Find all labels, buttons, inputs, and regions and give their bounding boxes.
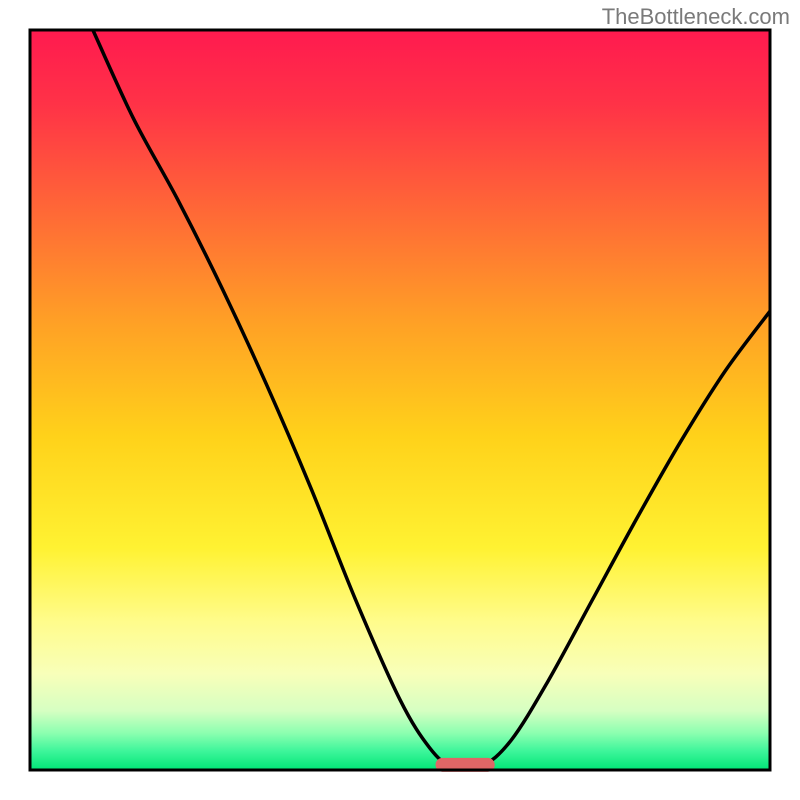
plot-background: [30, 30, 770, 770]
chart-container: { "image": { "width": 800, "height": 800…: [0, 0, 800, 800]
watermark-text: TheBottleneck.com: [602, 4, 790, 30]
bottleneck-chart: [0, 0, 800, 800]
